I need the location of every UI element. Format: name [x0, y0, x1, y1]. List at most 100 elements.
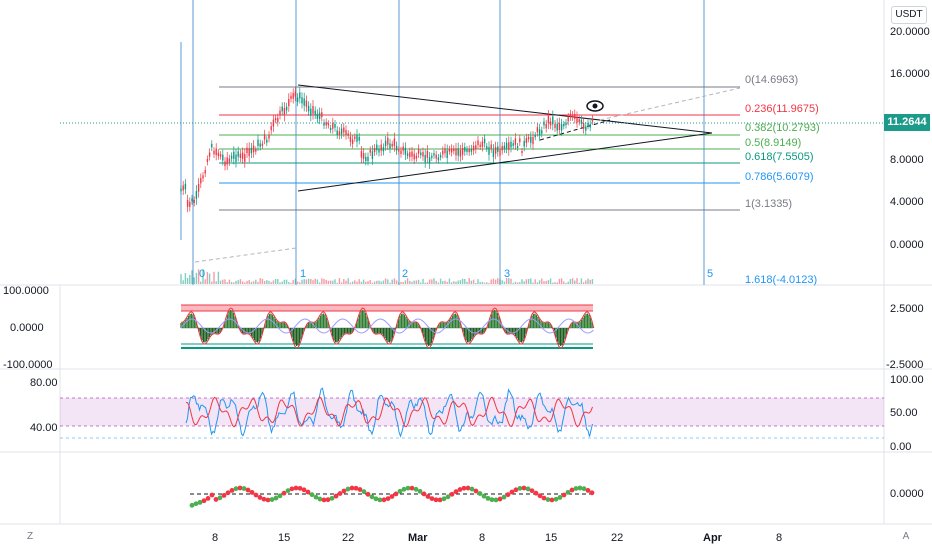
- volume-bar: [230, 281, 233, 284]
- volume-bar: [244, 282, 246, 284]
- candle-body: [417, 148, 420, 154]
- volume-bar: [519, 282, 521, 284]
- volume-bar: [307, 278, 310, 284]
- signal-dot: [257, 495, 263, 500]
- volume-bar: [545, 280, 547, 284]
- volume-bar: [285, 279, 288, 284]
- fib-label-0236: 0.236(11.9675): [745, 103, 819, 115]
- volume-bar: [450, 282, 453, 284]
- scale-zoom-button[interactable]: Z: [26, 531, 34, 542]
- candle-body: [431, 155, 433, 158]
- volume-bar: [338, 278, 341, 284]
- volume-bar: [323, 278, 325, 284]
- candle-body: [565, 122, 567, 126]
- volume-bar: [186, 278, 189, 284]
- candle-body: [292, 93, 294, 99]
- volume-bar: [503, 281, 506, 284]
- signal-dot: [237, 485, 243, 491]
- candle-body: [257, 139, 259, 146]
- time-axis[interactable]: 8 15 22 Mar 8 15 22 Apr 8: [212, 532, 782, 544]
- signal-dot: [573, 486, 579, 491]
- signal-dot: [253, 492, 259, 498]
- volume-bar: [340, 282, 343, 284]
- scale-auto-button[interactable]: A: [902, 531, 910, 542]
- fib-label-0786: 0.786(5.6079): [745, 171, 814, 183]
- volume-bar: [321, 278, 323, 284]
- candle-body: [222, 154, 224, 161]
- volume-bar: [466, 281, 468, 284]
- volume-bar: [486, 282, 488, 284]
- candle-body: [442, 150, 444, 155]
- signal-dot: [405, 485, 411, 491]
- candle-body: [237, 151, 239, 157]
- volume-bar: [558, 278, 561, 284]
- candle-body: [376, 144, 378, 151]
- volume-bar: [303, 279, 305, 284]
- candle-body: [283, 107, 286, 116]
- volume-bar: [365, 281, 367, 284]
- candle-body: [380, 144, 382, 151]
- signal-dot: [401, 486, 407, 492]
- candle-body: [334, 123, 336, 128]
- volume-bar: [433, 278, 435, 284]
- candle-body: [499, 149, 501, 156]
- volume-bar: [552, 282, 554, 284]
- candle-body: [189, 201, 191, 207]
- volume-bar: [336, 282, 338, 284]
- wave-label-3: 3: [504, 268, 510, 280]
- candle-body: [224, 161, 226, 167]
- volume-bar: [492, 278, 495, 284]
- candle-body: [534, 135, 536, 138]
- svg-text:Apr: Apr: [703, 532, 723, 544]
- volume-bar: [217, 271, 220, 284]
- candle-body: [213, 150, 215, 155]
- candle-body: [536, 127, 539, 133]
- volume-bar: [343, 279, 345, 284]
- volume-bar: [448, 278, 451, 284]
- candle-body: [252, 145, 255, 153]
- signal-dot: [341, 488, 347, 494]
- candle-body: [560, 124, 563, 131]
- candle-body: [450, 148, 453, 153]
- signal-dot: [537, 493, 543, 499]
- currency-selector[interactable]: USDT: [891, 6, 927, 24]
- svg-text:Mar: Mar: [408, 532, 428, 544]
- dashed-projection-lines: [194, 87, 741, 263]
- volume-bar: [345, 280, 347, 284]
- candle-body: [387, 137, 389, 145]
- wave-vertical-lines: [180, 0, 705, 285]
- volume-bar: [571, 278, 574, 284]
- signal-dot: [193, 501, 199, 507]
- volume-bar: [252, 281, 255, 284]
- signal-dot: [385, 496, 391, 501]
- signal-dot: [205, 496, 211, 501]
- candle-body: [259, 143, 261, 147]
- triangle-pattern[interactable]: [297, 84, 713, 192]
- candle-body: [327, 123, 330, 126]
- candle-body: [587, 123, 589, 126]
- price-axis[interactable]: 20.0000 16.0000 8.0000 4.0000 0.0000: [890, 26, 930, 251]
- volume-bar: [398, 282, 400, 284]
- signal-dot: [565, 489, 571, 495]
- candle-body: [439, 155, 442, 158]
- signal-dot: [245, 487, 251, 493]
- volume-bar: [358, 279, 360, 284]
- candle-body: [433, 153, 435, 156]
- fib-retracement[interactable]: [219, 86, 740, 211]
- candle-body: [574, 113, 576, 119]
- candle-body: [391, 143, 393, 147]
- candle-body: [235, 154, 237, 162]
- candle-body: [356, 134, 358, 142]
- signal-dot: [541, 495, 547, 501]
- volume-bar: [591, 279, 594, 284]
- eye-icon[interactable]: [586, 100, 604, 112]
- candle-body: [301, 97, 303, 104]
- svg-text:15: 15: [545, 532, 557, 544]
- candle-body: [371, 151, 374, 159]
- signal-dot: [305, 489, 311, 495]
- candle-body: [525, 138, 528, 143]
- signal-dot: [529, 488, 535, 494]
- wave-labels: 0 1 2 3 5: [199, 268, 713, 280]
- last-price-badge: 11.2644: [884, 114, 930, 131]
